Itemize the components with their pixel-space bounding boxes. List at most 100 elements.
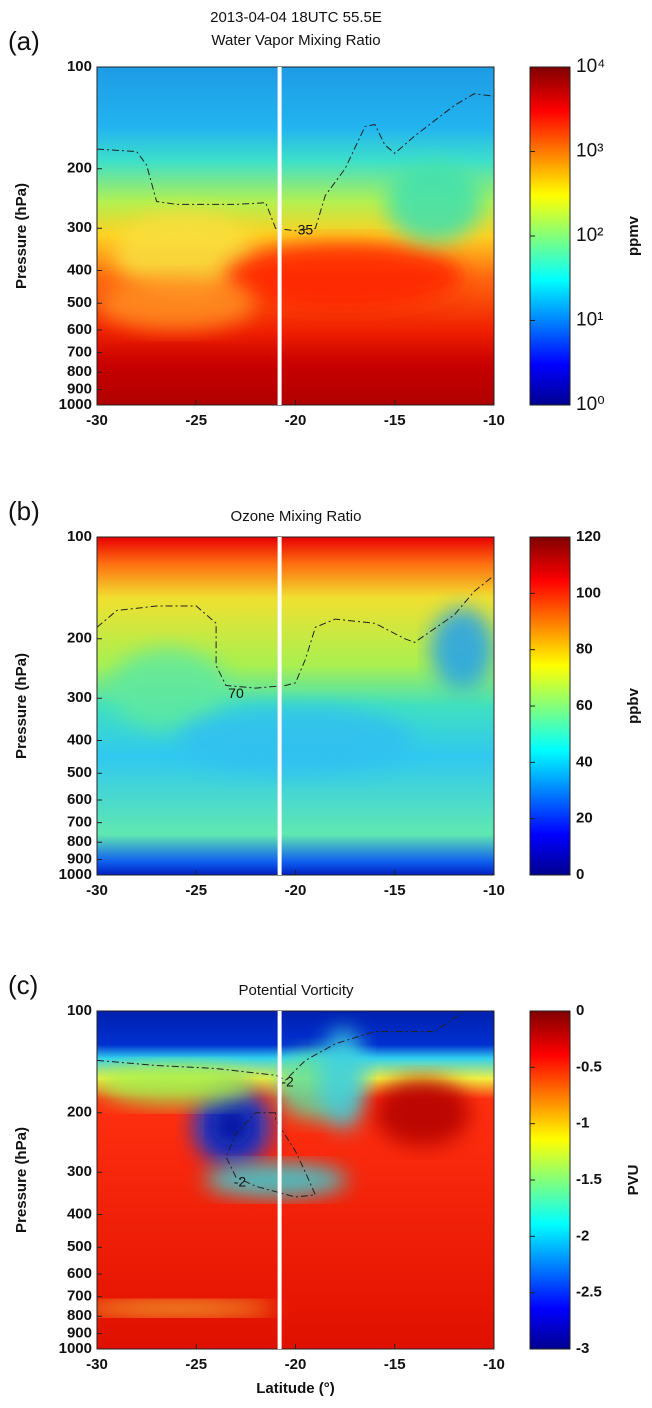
colorbar-tick-label: 80 <box>576 641 593 658</box>
y-tick-label: 600 <box>67 791 92 808</box>
colorbar-tick-label: -1 <box>576 1115 589 1132</box>
colorbar-tick-label: 10⁴ <box>576 56 605 77</box>
x-tick-label: -20 <box>285 412 307 429</box>
colorbar-tick-label: 10³ <box>576 141 603 162</box>
field-blob <box>108 648 229 730</box>
colorbar-tick-label: 120 <box>576 528 601 545</box>
x-tick-label: -20 <box>285 1356 307 1373</box>
colorbar-tick-label: -1.5 <box>576 1171 602 1188</box>
contour-line <box>225 1112 317 1198</box>
field-blob <box>97 1065 256 1106</box>
y-tick-label: 900 <box>67 381 92 398</box>
y-tick-label: 400 <box>67 731 92 748</box>
y-tick-label: 700 <box>67 814 92 831</box>
colorbar-tick-label: 0 <box>576 1002 584 1019</box>
chart-title: Potential Vorticity <box>238 982 354 999</box>
y-tick-label: 800 <box>67 833 92 850</box>
colorbar-tick-label: 60 <box>576 697 593 714</box>
y-tick-label: 700 <box>67 1288 92 1305</box>
y-tick-label: 1000 <box>59 866 92 883</box>
colorbar-tick-label: -2.5 <box>576 1284 602 1301</box>
y-tick-label: 300 <box>67 689 92 706</box>
y-tick-label: 800 <box>67 1307 92 1324</box>
chart-title: Water Vapor Mixing Ratio <box>211 32 380 49</box>
y-tick-label: 100 <box>67 528 92 545</box>
colorbar-tick-label: 0 <box>576 866 584 883</box>
contour-label: 70 <box>228 685 244 701</box>
y-axis-label: Pressure (hPa) <box>13 1127 30 1233</box>
contour-label: 35 <box>298 221 314 237</box>
field-blob <box>204 1163 348 1197</box>
contour-line <box>96 1010 465 1081</box>
chart-subtitle: 2013-04-04 18UTC 55.5E <box>210 9 382 26</box>
y-tick-label: 700 <box>67 344 92 361</box>
field-blob <box>212 1105 252 1147</box>
colorbar-tick-label: -3 <box>576 1340 589 1357</box>
y-tick-label: 500 <box>67 294 92 311</box>
y-tick-label: 100 <box>67 1002 92 1019</box>
y-tick-label: 200 <box>67 630 92 647</box>
y-tick-label: 900 <box>67 1325 92 1342</box>
contour-label: -2 <box>234 1173 247 1189</box>
colorbar-label: ppbv <box>625 687 642 723</box>
colorbar-tick-label: 10¹ <box>576 310 603 331</box>
field <box>97 67 494 405</box>
x-tick-label: -25 <box>185 412 207 429</box>
contour-line <box>96 575 495 689</box>
panel-label: (b) <box>8 496 40 526</box>
y-tick-label: 900 <box>67 851 92 868</box>
y-tick-label: 200 <box>67 1104 92 1121</box>
contour-line <box>96 93 495 232</box>
x-tick-label: -25 <box>185 1356 207 1373</box>
y-tick-label: 200 <box>67 160 92 177</box>
panel-label: (c) <box>8 970 38 1000</box>
colorbar <box>529 536 571 876</box>
y-tick-label: 1000 <box>59 396 92 413</box>
contour-label: -2 <box>281 1073 294 1089</box>
field-blob <box>176 706 415 774</box>
y-axis-label: Pressure (hPa) <box>13 653 30 759</box>
field-blob <box>112 212 256 294</box>
x-tick-label: -30 <box>86 882 108 899</box>
field-blob <box>224 242 463 311</box>
field-blob <box>430 607 494 690</box>
field <box>97 537 494 875</box>
field-blob <box>374 1078 471 1147</box>
colorbar-tick-label: -2 <box>576 1227 589 1244</box>
y-tick-label: 600 <box>67 1265 92 1282</box>
colorbar-tick-label: -0.5 <box>576 1058 602 1075</box>
field-blob <box>386 161 483 243</box>
x-tick-label: -20 <box>285 882 307 899</box>
colorbar <box>529 66 571 406</box>
colorbar-tick-label: 10² <box>576 225 603 246</box>
x-tick-label: -30 <box>86 1356 108 1373</box>
y-tick-label: 400 <box>67 1205 92 1222</box>
y-axis-label: Pressure (hPa) <box>13 183 30 289</box>
field <box>97 1011 494 1349</box>
colorbar-tick-label: 10⁰ <box>576 394 605 415</box>
x-tick-label: -15 <box>384 882 406 899</box>
colorbar-label: ppmv <box>625 215 642 256</box>
panel-label: (a) <box>8 26 40 56</box>
colorbar-tick-label: 100 <box>576 584 601 601</box>
x-tick-label: -30 <box>86 412 108 429</box>
colorbar-tick-label: 20 <box>576 810 593 827</box>
y-tick-label: 1000 <box>59 1340 92 1357</box>
x-tick-label: -15 <box>384 1356 406 1373</box>
x-tick-label: -10 <box>483 412 505 429</box>
x-tick-label: -15 <box>384 412 406 429</box>
chart-title: Ozone Mixing Ratio <box>231 508 362 525</box>
y-tick-label: 500 <box>67 1238 92 1255</box>
x-tick-label: -10 <box>483 1356 505 1373</box>
y-tick-label: 500 <box>67 764 92 781</box>
x-axis-label: Latitude (°) <box>256 1380 335 1397</box>
y-tick-label: 300 <box>67 219 92 236</box>
colorbar-label: PVU <box>625 1165 642 1196</box>
field-blob <box>97 276 256 331</box>
y-tick-label: 100 <box>67 58 92 75</box>
y-tick-label: 800 <box>67 363 92 380</box>
y-tick-label: 300 <box>67 1163 92 1180</box>
colorbar <box>529 1010 571 1350</box>
